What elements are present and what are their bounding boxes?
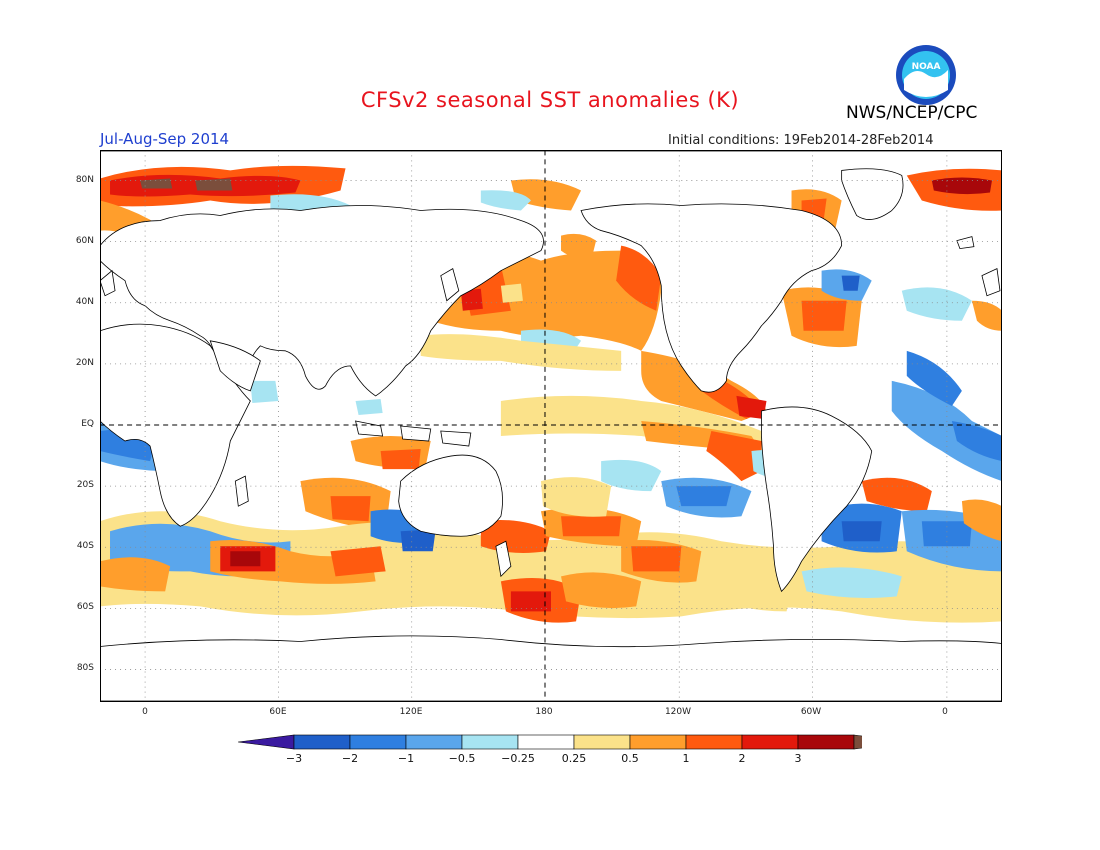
colorbar-cell: [629, 734, 687, 750]
colorbar-cell: [238, 734, 295, 750]
graticule: [100, 150, 1002, 702]
colorbar-cell: [349, 734, 407, 750]
colorbar-label: 1: [682, 752, 690, 765]
colorbar-cell: [797, 734, 855, 750]
lon-label: 60E: [269, 707, 287, 717]
colorbar-cell: [461, 734, 519, 750]
colorbar-label: −2: [341, 752, 359, 765]
lon-label: 180: [535, 707, 553, 717]
colorbar-label: −1: [397, 752, 415, 765]
colorbar-label: −0.5: [448, 752, 476, 765]
colorbar-cell: [517, 734, 575, 750]
sst-anomaly-map: [100, 150, 1002, 702]
colorbar-label: 0.25: [561, 752, 587, 765]
map-title: CFSv2 seasonal SST anomalies (K): [360, 88, 740, 112]
lat-label: 40N: [75, 297, 94, 307]
lat-label: EQ: [81, 419, 94, 429]
colorbar-cell: [685, 734, 743, 750]
lat-label: 20S: [76, 480, 94, 490]
logo-text: NOAA: [912, 62, 941, 72]
colorbar-label: −0.25: [501, 752, 535, 765]
lat-label: 60N: [75, 236, 94, 246]
lon-label: 0: [942, 707, 948, 717]
colorbar-cell: [741, 734, 799, 750]
agency-label: NWS/NCEP/CPC: [846, 103, 978, 123]
lat-label: 80N: [75, 175, 94, 185]
lat-label: 40S: [76, 541, 94, 551]
noaa-logo: NOAA: [895, 44, 957, 106]
lon-label: 120E: [399, 707, 423, 717]
lon-label: 120W: [664, 707, 692, 717]
lat-label: 80S: [76, 663, 94, 673]
colorbar-cell: [853, 734, 862, 750]
season-label: Jul-Aug-Sep 2014: [100, 130, 230, 148]
equator-dateline: [100, 150, 1002, 702]
land-masses: [100, 168, 1002, 702]
colorbar-label: 0.5: [621, 752, 639, 765]
colorbar-label: −3: [285, 752, 303, 765]
colorbar-cell: [293, 734, 351, 750]
lon-label: 60W: [800, 707, 822, 717]
colorbar-cell: [405, 734, 463, 750]
anomaly-shading: [100, 165, 1002, 623]
lat-label: 60S: [76, 602, 94, 612]
lat-label: 20N: [75, 358, 94, 368]
colorbar: [238, 734, 862, 750]
colorbar-label: 3: [794, 752, 802, 765]
colorbar-label: 2: [738, 752, 746, 765]
lon-label: 0: [142, 707, 148, 717]
colorbar-cell: [573, 734, 631, 750]
initial-conditions-label: Initial conditions: 19Feb2014-28Feb2014: [668, 133, 934, 148]
